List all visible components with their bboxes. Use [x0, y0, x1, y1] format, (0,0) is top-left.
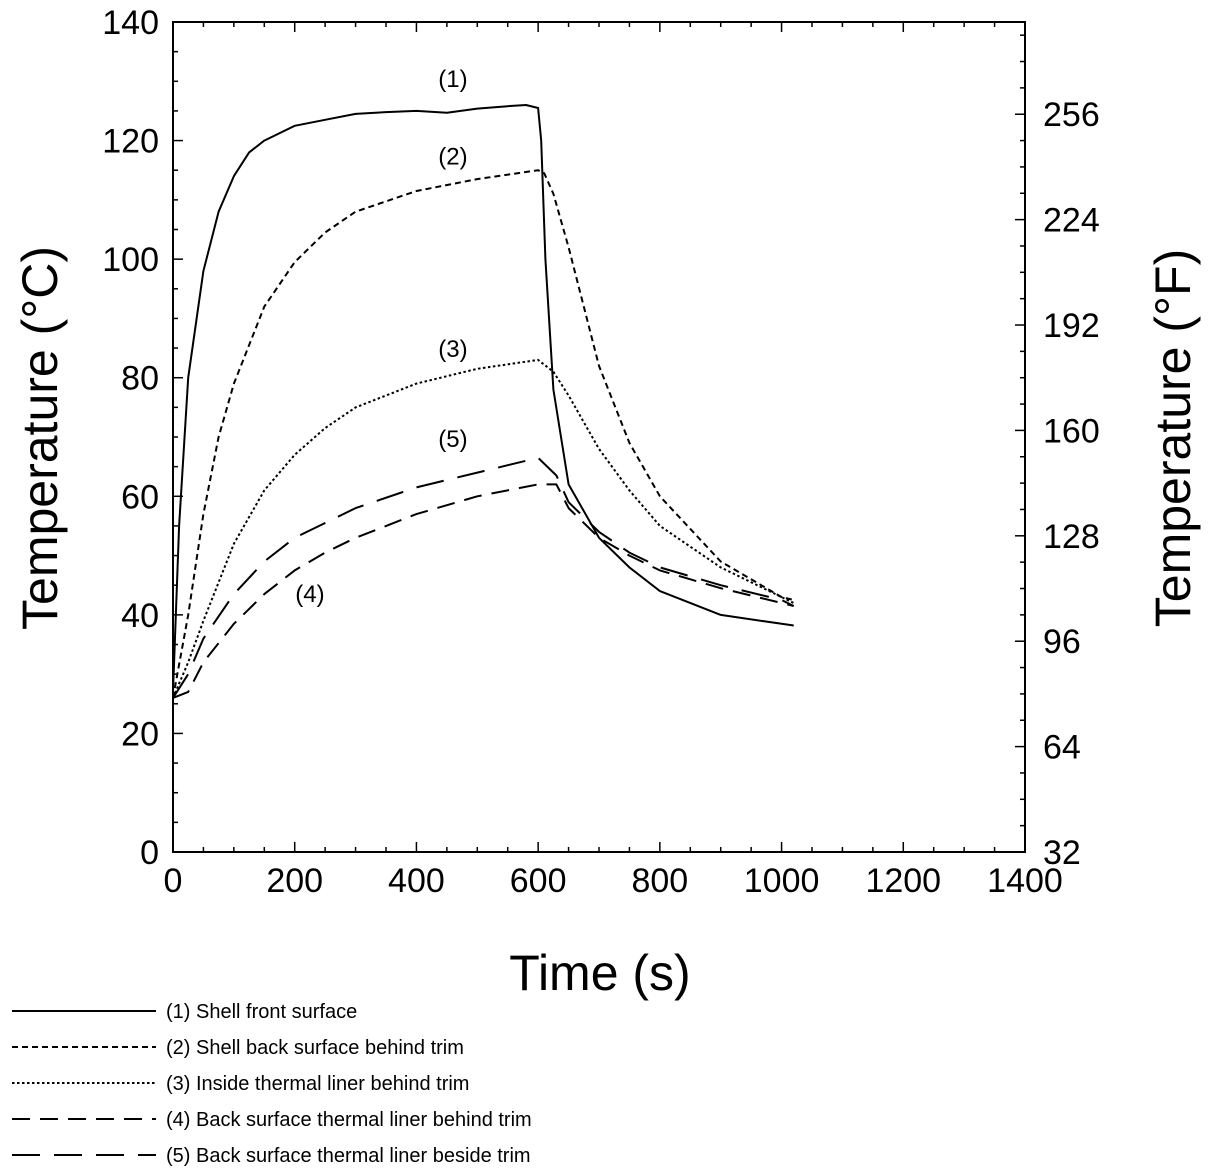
legend-label-5: (5) Back surface thermal liner beside tr…	[166, 1145, 531, 1167]
series-lines	[172, 104, 795, 699]
x-tick-label: 1400	[987, 862, 1063, 900]
y2-tick-label: 192	[1043, 307, 1100, 345]
y-axis-title: Temperature (°C)	[12, 246, 68, 630]
y2-tick-label: 32	[1043, 834, 1081, 872]
y2-tick-label: 160	[1043, 412, 1100, 450]
x-tick-label: 600	[510, 862, 567, 900]
series-line-5	[172, 456, 795, 699]
x-tick-label: 0	[164, 862, 183, 900]
y-tick-label: 140	[102, 4, 159, 42]
axis-ticks	[172, 21, 1026, 853]
y2-tick-label: 256	[1043, 96, 1100, 134]
curve-label: (4)	[295, 581, 324, 608]
x-tick-label: 1000	[744, 862, 820, 900]
tick-labels: 0 200 400 600 800 1000 1200 1400 0 20 40 60 80 100 120…	[102, 4, 1099, 900]
curve-label: (1)	[438, 66, 467, 93]
y2-tick-label: 96	[1043, 623, 1081, 661]
x-axis-title: Time (s)	[509, 945, 690, 1001]
x-tick-label: 800	[631, 862, 688, 900]
x-tick-label: 200	[266, 862, 323, 900]
series-line-4	[172, 483, 794, 699]
curve-label: (2)	[438, 143, 467, 170]
plot-frame	[172, 21, 1026, 853]
legend-label-3: (3) Inside thermal liner behind trim	[166, 1073, 469, 1095]
legend-label-2: (2) Shell back surface behind trim	[166, 1037, 464, 1059]
series-line-3	[172, 358, 795, 699]
y-tick-label: 100	[102, 241, 159, 279]
y-tick-label: 60	[121, 478, 159, 516]
legend-label-4: (4) Back surface thermal liner behind tr…	[166, 1109, 532, 1131]
y-tick-label: 0	[140, 834, 159, 872]
series-line-1	[172, 104, 794, 692]
y2-tick-label: 64	[1043, 729, 1081, 767]
legend: (1) Shell front surface (2) Shell back su…	[12, 1001, 532, 1167]
y-tick-label: 80	[121, 360, 159, 398]
series-line-2	[172, 169, 794, 699]
y-tick-label: 120	[102, 123, 159, 161]
curve-labels: (1) (2) (3) (5) (4)	[295, 66, 467, 608]
curve-label: (3)	[438, 336, 467, 363]
y-tick-label: 40	[121, 597, 159, 635]
y2-tick-label: 128	[1043, 518, 1100, 556]
y2-axis-title: Temperature (°F)	[1145, 249, 1201, 627]
y2-tick-label: 224	[1043, 202, 1100, 240]
x-tick-label: 1200	[865, 862, 941, 900]
curve-label: (5)	[438, 426, 467, 453]
y-tick-label: 20	[121, 715, 159, 753]
legend-label-1: (1) Shell front surface	[166, 1001, 357, 1023]
x-tick-label: 400	[388, 862, 445, 900]
